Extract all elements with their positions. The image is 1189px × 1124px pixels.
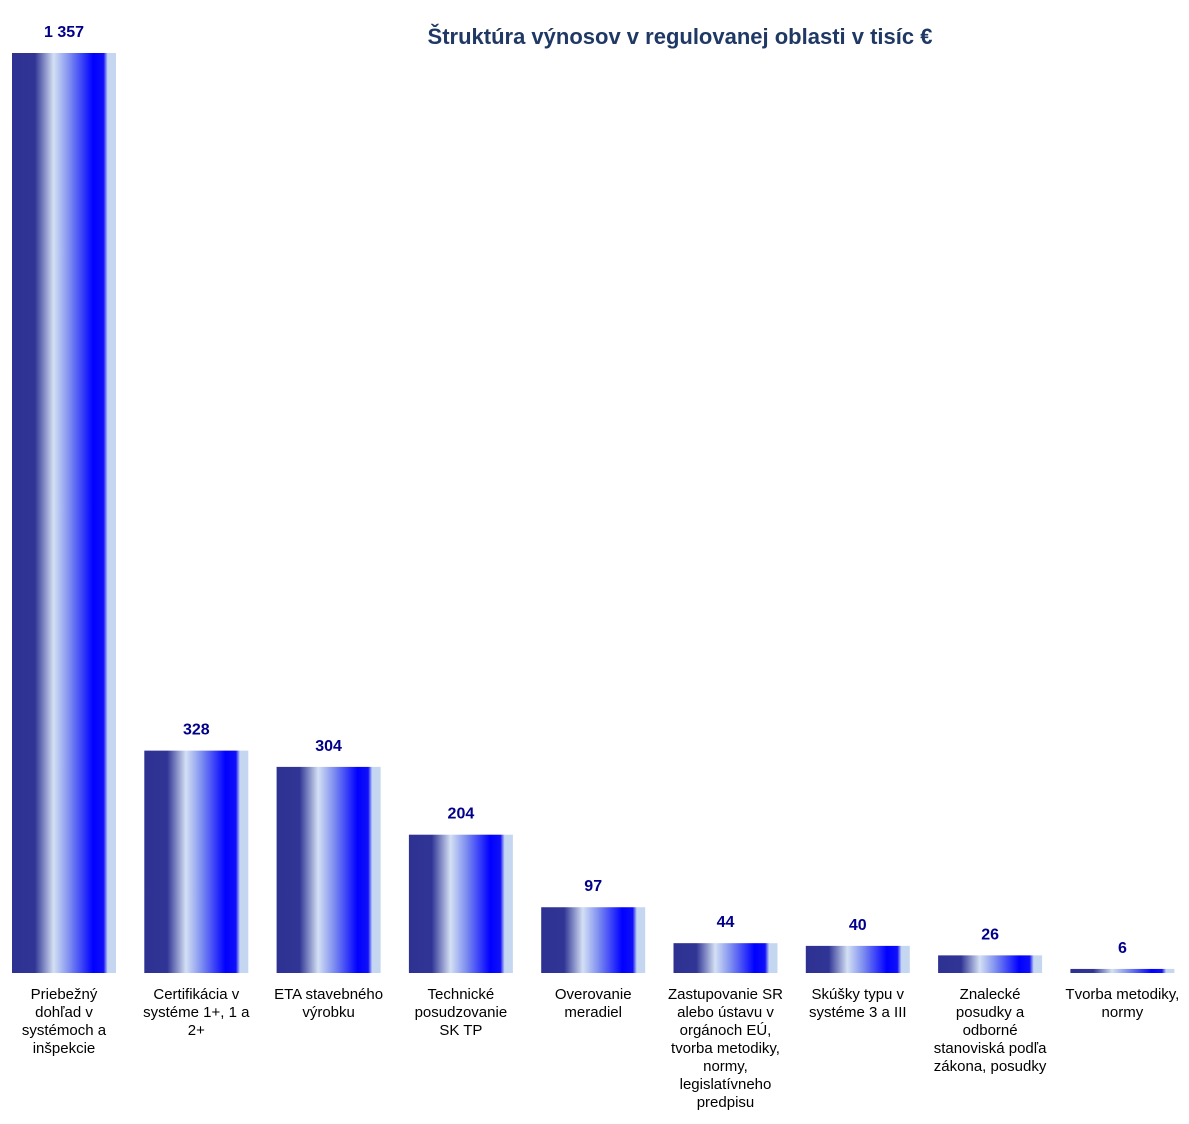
- category-label-line: Technické: [427, 986, 495, 1003]
- category-label-1: Priebežný dohľad v systémoch a inšpekcie: [0, 986, 132, 1058]
- category-label-2: Certifikácia v systéme 1+, 1 a 2+: [128, 986, 264, 1040]
- bar-1: [12, 53, 116, 973]
- category-label-line: systémoch a: [21, 1022, 107, 1039]
- value-label-3: 304: [315, 738, 342, 755]
- category-label-line: výrobku: [302, 1004, 355, 1021]
- category-label-line: Tvorba metodiky,: [1065, 986, 1180, 1003]
- category-label-4: Technické posudzovanie SK TP: [393, 986, 529, 1040]
- category-label-line: systéme 3 a III: [809, 1004, 907, 1021]
- value-label-6: 44: [717, 914, 735, 931]
- category-label-line: systéme 1+, 1 a: [143, 1004, 250, 1021]
- category-label-line: Overovanie: [554, 986, 632, 1003]
- category-label-line: Priebežný: [30, 986, 98, 1003]
- value-label-9: 6: [1118, 940, 1127, 957]
- category-label-8: Znalecké posudky a odborné stanoviská podľa…: [922, 986, 1058, 1076]
- value-label-4: 204: [448, 806, 475, 823]
- value-label-group: 1 357 328 304 204 97 44 40 26 6: [44, 24, 1127, 957]
- bar-9: [1070, 968, 1175, 973]
- category-label-line: legislatívneho: [679, 1076, 772, 1093]
- category-label-line: meradiel: [564, 1004, 622, 1021]
- bar-4: [408, 834, 513, 973]
- bar-7: [805, 945, 910, 973]
- value-label-1: 1 357: [44, 24, 84, 41]
- category-label-line: predpisu: [696, 1094, 755, 1111]
- category-label-7: Skúšky typu v systéme 3 a III: [790, 986, 926, 1022]
- category-label-line: posudzovanie: [414, 1004, 508, 1021]
- category-label-5: Overovanie meradiel: [525, 986, 661, 1022]
- value-label-2: 328: [183, 722, 210, 739]
- value-label-5: 97: [584, 878, 602, 895]
- category-label-line: zákona, posudky: [933, 1058, 1047, 1075]
- category-label-line: normy,: [703, 1058, 748, 1075]
- value-label-7: 40: [849, 917, 867, 934]
- bar-8: [938, 955, 1043, 973]
- bar-group: [12, 53, 1175, 973]
- category-label-line: orgánoch EÚ,: [679, 1022, 772, 1039]
- category-label-line: Zastupovanie SR: [667, 986, 784, 1003]
- category-label-line: 2+: [187, 1022, 205, 1039]
- category-label-line: ETA stavebného: [274, 986, 384, 1003]
- category-label-line: odborné: [962, 1022, 1018, 1039]
- category-label-line: Znalecké: [959, 986, 1021, 1003]
- category-label-line: inšpekcie: [32, 1040, 96, 1057]
- category-label-3: ETA stavebného výrobku: [261, 986, 397, 1022]
- category-label-line: posudky a: [955, 1004, 1025, 1021]
- category-label-line: stanoviská podľa: [933, 1040, 1047, 1057]
- category-label-line: normy: [1101, 1004, 1144, 1021]
- bar-6: [673, 943, 778, 973]
- category-label-line: alebo ústavu v: [677, 1004, 774, 1021]
- bar-3: [276, 766, 381, 973]
- bar-5: [541, 907, 646, 973]
- chart-title: Štruktúra výnosov v regulovanej oblasti …: [427, 24, 933, 49]
- category-label-6: Zastupovanie SR alebo ústavu v orgánoch EÚ…: [658, 986, 794, 1112]
- category-label-line: Certifikácia v: [153, 986, 240, 1003]
- bar-2: [144, 750, 249, 973]
- value-label-8: 26: [981, 926, 999, 943]
- category-label-line: SK TP: [439, 1022, 483, 1039]
- category-label-line: tvorba metodiky,: [671, 1040, 780, 1057]
- category-label-9: Tvorba metodiky, normy: [1054, 986, 1189, 1022]
- category-label-line: Skúšky typu v: [811, 986, 905, 1003]
- category-label-line: dohľad v: [35, 1004, 93, 1021]
